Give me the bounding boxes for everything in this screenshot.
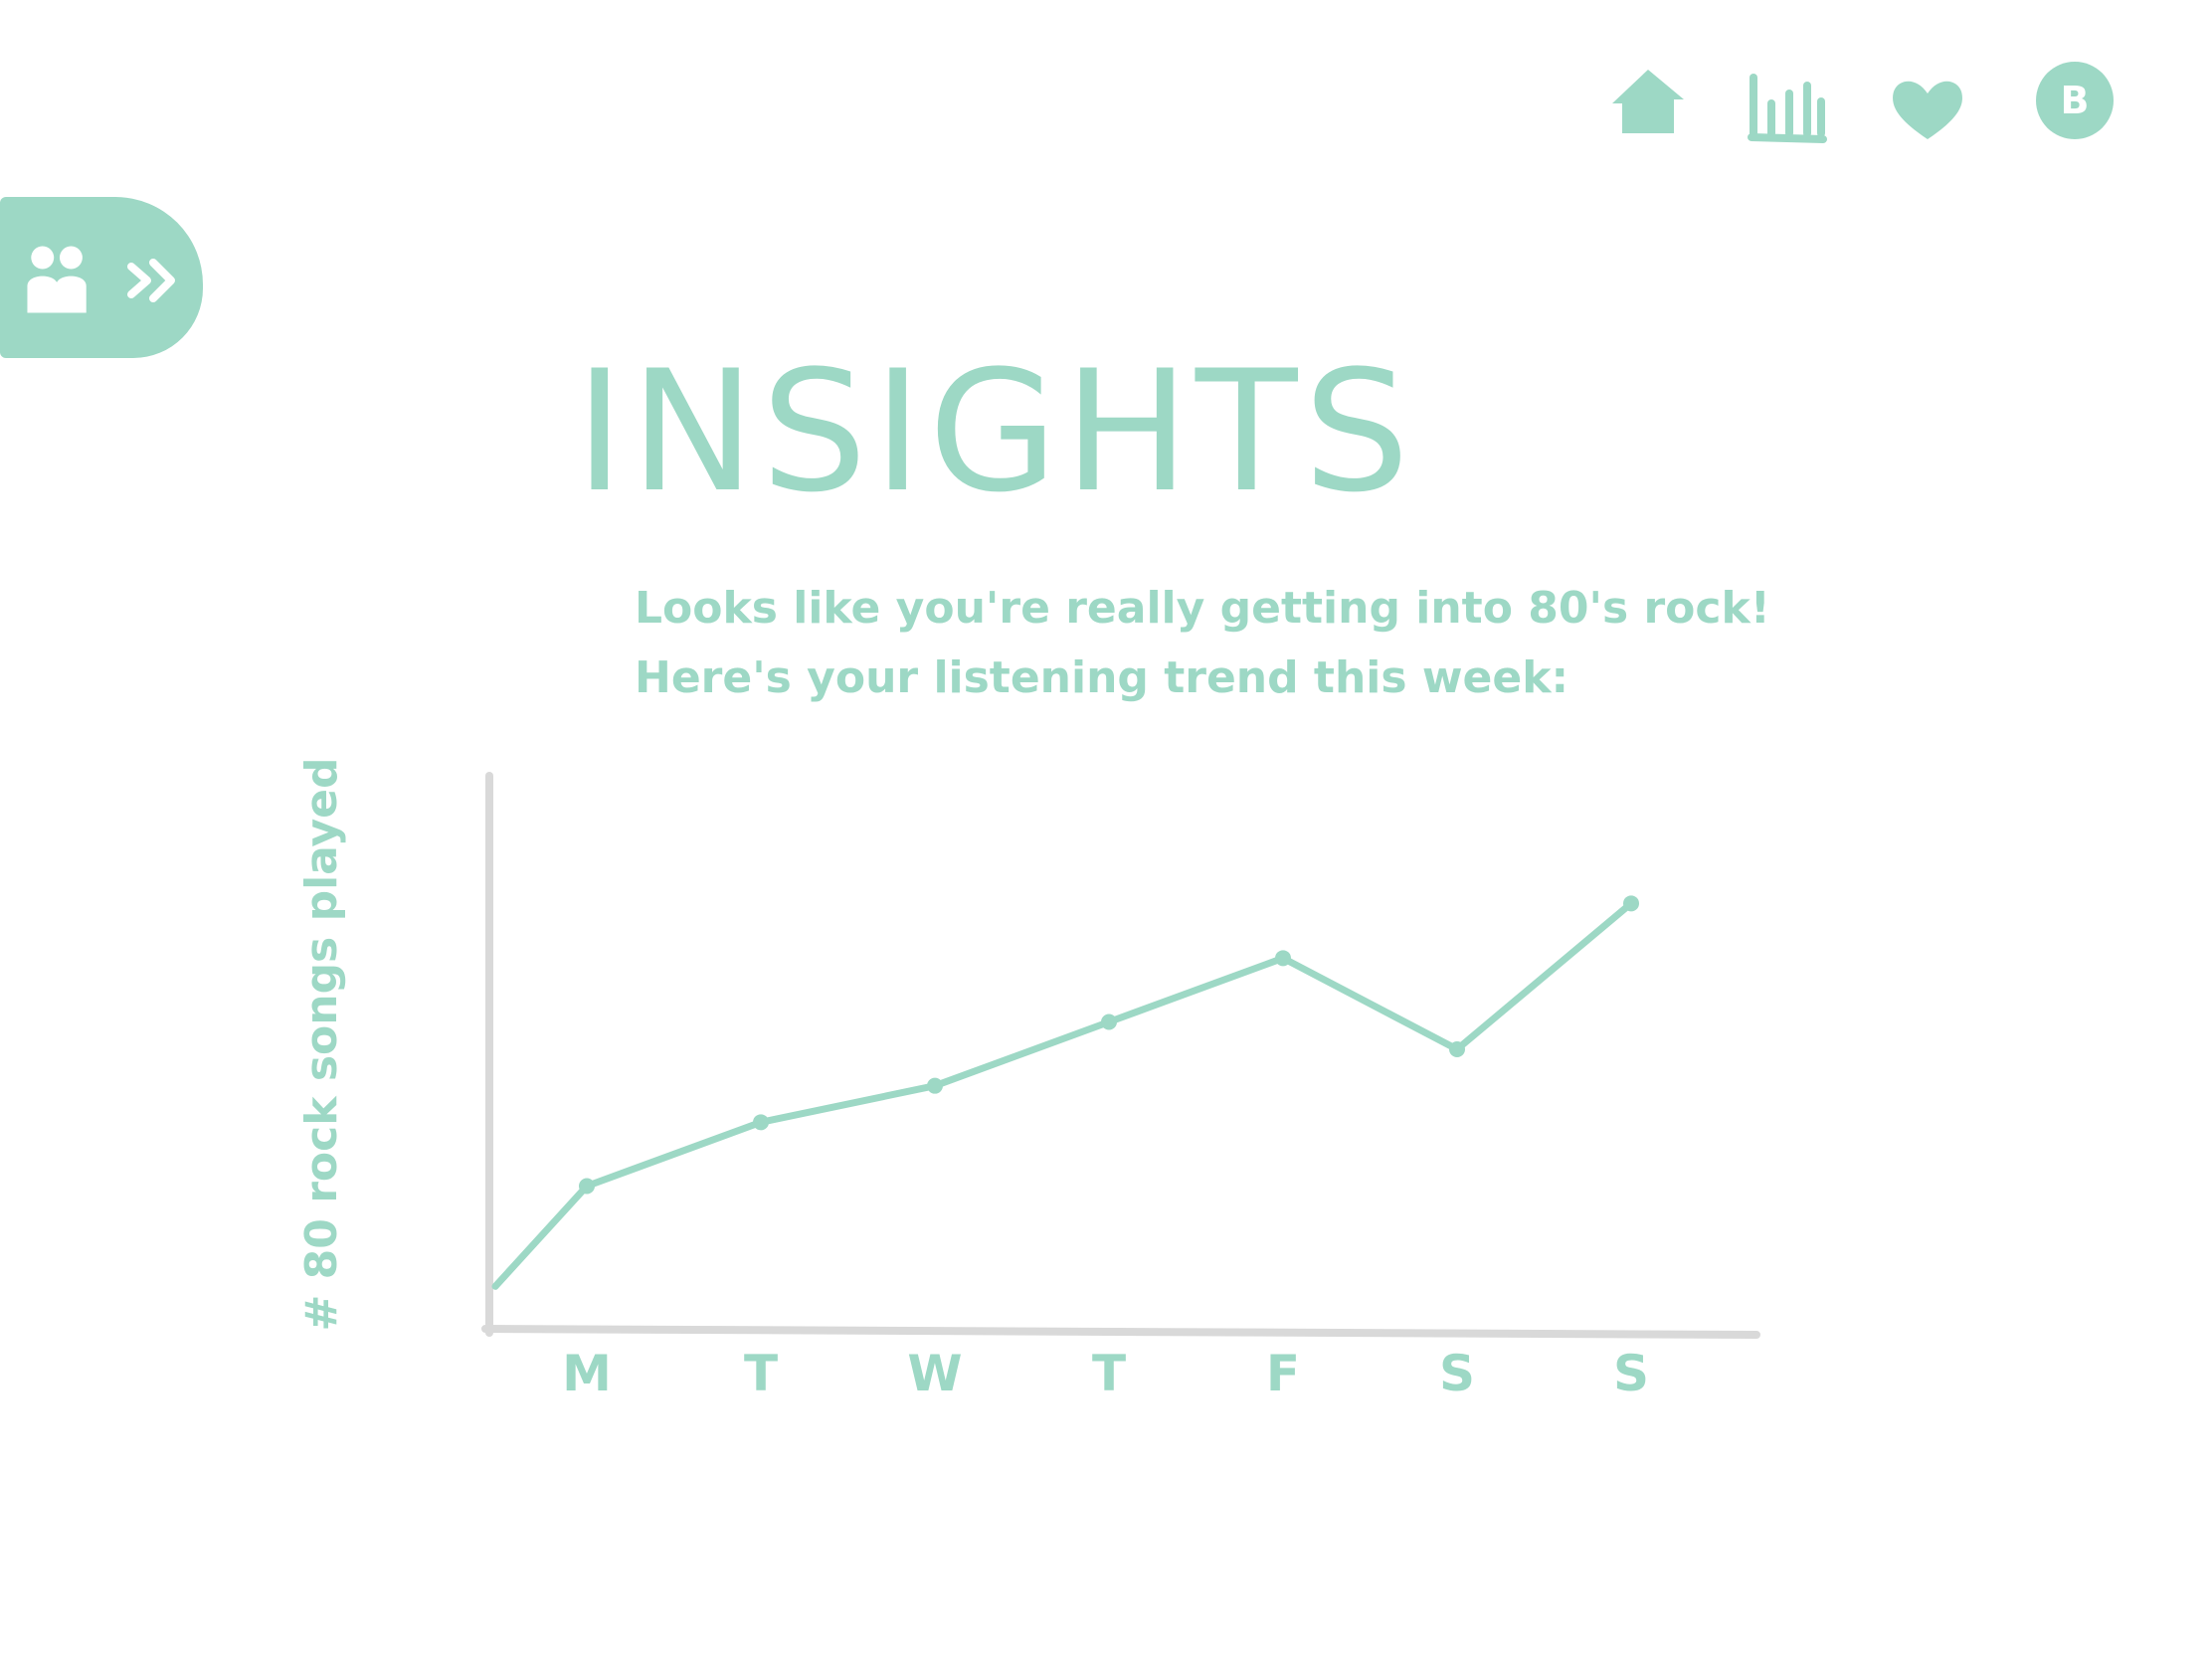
- data-point-2: [927, 1077, 943, 1094]
- profile-initial: B: [2060, 79, 2090, 122]
- profile-avatar-button[interactable]: B: [2036, 62, 2114, 139]
- data-point-3: [1101, 1014, 1117, 1030]
- data-point-4: [1275, 950, 1291, 967]
- people-icon: [27, 246, 87, 313]
- home-button[interactable]: [1606, 64, 1690, 147]
- x-tick-label-4: F: [1266, 1345, 1300, 1402]
- data-point-1: [753, 1114, 769, 1131]
- insight-message-line-1: Looks like you're really getting into 80…: [635, 583, 1770, 634]
- trend-line: [491, 899, 1635, 1290]
- x-tick-label-2: W: [907, 1345, 962, 1402]
- home-icon: [1612, 70, 1684, 133]
- double-chevron-right-icon: [127, 259, 175, 302]
- y-axis-label: # 80 rock songs played: [296, 757, 347, 1331]
- heart-icon: [1893, 81, 1962, 139]
- x-tick-label-6: S: [1613, 1345, 1649, 1402]
- x-tick-label-3: T: [1092, 1345, 1126, 1402]
- series-layer: [491, 895, 1639, 1290]
- data-point-6: [1623, 895, 1639, 912]
- page-title: INSIGHTS: [575, 334, 1416, 529]
- insight-message-line-2: Here's your listening trend this week:: [635, 652, 1569, 703]
- x-tick-label-0: M: [562, 1345, 612, 1402]
- friends-panel-tab[interactable]: [0, 197, 203, 358]
- bar-chart-icon: [1748, 74, 1827, 143]
- data-point-0: [579, 1178, 595, 1195]
- stats-button[interactable]: [1746, 64, 1829, 147]
- x-tick-label-1: T: [744, 1345, 778, 1402]
- x-tick-label-5: S: [1439, 1345, 1475, 1402]
- favorites-button[interactable]: [1886, 64, 1969, 147]
- x-axis: [481, 1325, 1760, 1339]
- data-point-5: [1449, 1041, 1465, 1057]
